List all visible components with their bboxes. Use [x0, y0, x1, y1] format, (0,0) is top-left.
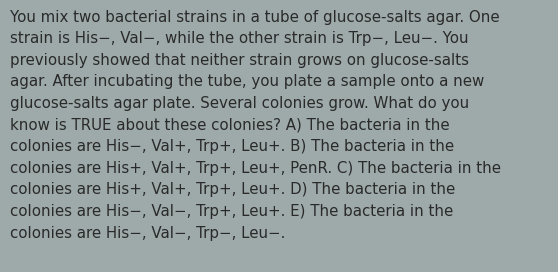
Text: You mix two bacterial strains in a tube of glucose-salts agar. One
strain is His: You mix two bacterial strains in a tube …	[10, 10, 501, 240]
